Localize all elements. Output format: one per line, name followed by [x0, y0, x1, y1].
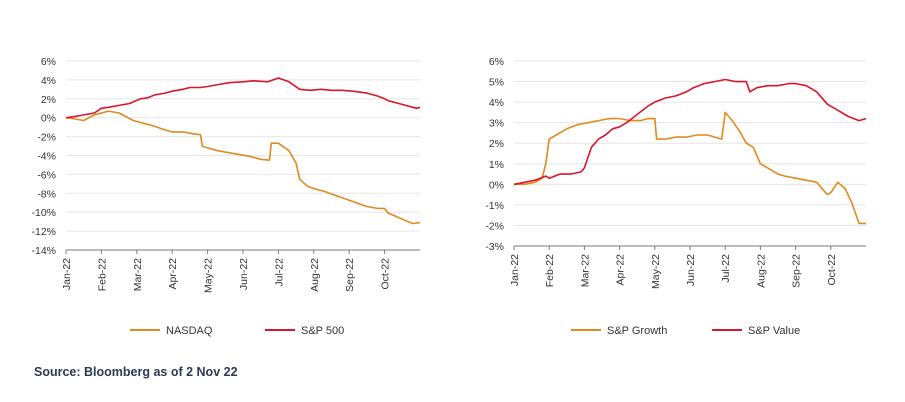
- y-tick-label: -1%: [485, 200, 504, 212]
- y-tick-label: 2%: [41, 94, 56, 106]
- x-tick-label: Feb-22: [96, 258, 108, 291]
- x-tick-label: Jun-22: [238, 258, 250, 290]
- x-tick-label: Jul-22: [273, 258, 285, 287]
- x-tick-label: Jan-22: [509, 254, 521, 286]
- x-tick-label: Oct-22: [826, 254, 838, 286]
- x-tick-label: Apr-22: [167, 258, 179, 290]
- x-tick-label: Apr-22: [615, 254, 627, 286]
- y-tick-label: 5%: [489, 77, 504, 89]
- y-tick-label: 4%: [489, 97, 504, 109]
- x-tick-label: Sep-22: [791, 254, 803, 288]
- y-tick-label: 4%: [41, 75, 56, 87]
- series-line-s-p-value: [513, 78, 867, 186]
- y-tick-label: -4%: [37, 151, 56, 163]
- y-tick-label: -3%: [485, 241, 504, 253]
- y-tick-label: -2%: [485, 220, 504, 232]
- y-tick-label: -6%: [37, 169, 56, 181]
- y-tick-label: -14%: [31, 245, 56, 257]
- chart-nasdaq-sp500: 6% 4% 2% 0% -2% -4% -6% -8% -10% -12% -14% Jan-22 Fe…: [31, 56, 421, 337]
- source-note: Source: Bloomberg as of 2 Nov 22: [34, 365, 238, 379]
- legend-label: S&P Value: [748, 325, 800, 337]
- y-tick-label: 0%: [41, 113, 56, 125]
- x-tick-label: Mar-22: [132, 258, 144, 291]
- x-tick-label: Jan-22: [61, 258, 73, 290]
- y-tick-label: 0%: [489, 179, 504, 191]
- y-tick-label: -10%: [31, 207, 56, 219]
- x-tick-label: Mar-22: [579, 254, 591, 287]
- y-tick-label: 3%: [489, 118, 504, 130]
- x-tick-label: Aug-22: [755, 254, 767, 288]
- series-line-nasdaq: [65, 110, 421, 225]
- chart-growth-value: 6% 5% 4% 3% 2% 1% 0% -1% -2% -3% Jan-22 Feb-22 Mar-2…: [485, 56, 867, 337]
- y-tick-label: -2%: [37, 132, 56, 144]
- x-tick-label: Feb-22: [544, 254, 556, 287]
- x-tick-label: Jun-22: [685, 254, 697, 286]
- y-tick-label: 6%: [41, 56, 56, 68]
- x-tick-label: Jul-22: [720, 254, 732, 283]
- x-tick-label: Sep-22: [344, 258, 356, 292]
- y-tick-label: -12%: [31, 226, 56, 238]
- y-tick-label: 6%: [489, 56, 504, 68]
- x-tick-label: May-22: [650, 254, 662, 289]
- y-tick-label: -8%: [37, 188, 56, 200]
- y-tick-label: 2%: [489, 138, 504, 150]
- x-tick-label: Aug-22: [309, 258, 321, 292]
- series-line-s-p-growth: [514, 111, 866, 225]
- legend-label: S&P 500: [301, 325, 344, 337]
- x-tick-label: Oct-22: [380, 258, 392, 290]
- series-line-s-p-500: [65, 77, 421, 119]
- y-tick-label: 1%: [489, 159, 504, 171]
- legend-label: NASDAQ: [166, 325, 213, 337]
- legend-label: S&P Growth: [607, 325, 667, 337]
- x-tick-label: May-22: [203, 258, 215, 293]
